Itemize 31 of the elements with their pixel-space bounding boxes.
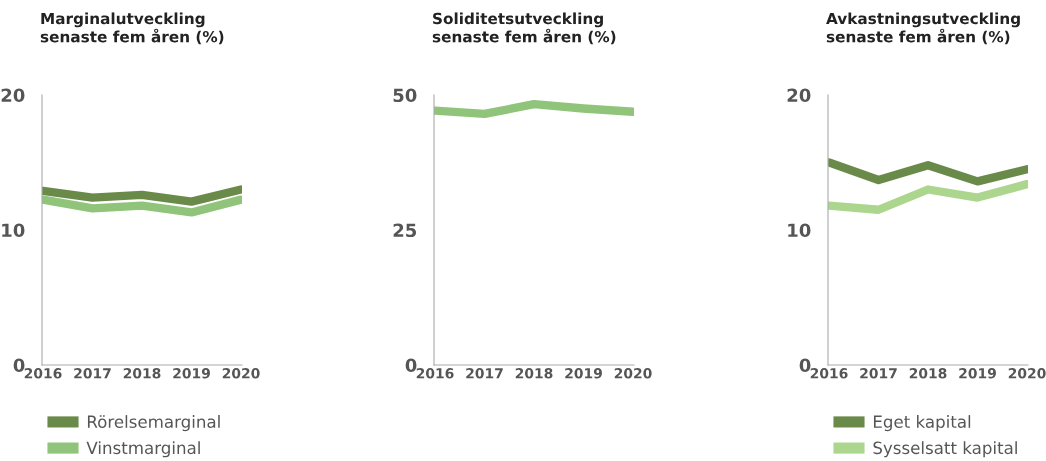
y-tick-label: 0 bbox=[799, 358, 811, 373]
legend-label: Eget kapital bbox=[873, 415, 971, 432]
chart-title: Marginalutveckling senaste fem åren (%) bbox=[40, 12, 224, 45]
y-tick-label: 20 bbox=[1, 88, 25, 103]
legend-label: Vinstmarginal bbox=[86, 441, 200, 458]
x-tick-label: 2018 bbox=[123, 368, 161, 379]
y-tick-label: 25 bbox=[393, 223, 417, 238]
legend-label: Sysselsatt kapital bbox=[873, 441, 1017, 458]
x-tick-label: 2016 bbox=[24, 368, 62, 379]
x-tick-label: 2016 bbox=[416, 368, 454, 379]
x-tick-label: 2017 bbox=[860, 368, 897, 379]
y-tick-label: 20 bbox=[787, 88, 811, 103]
x-tick-label: 2017 bbox=[466, 368, 503, 379]
chart-title: Soliditetsutveckling senaste fem åren (%) bbox=[432, 12, 616, 45]
x-tick-label: 2020 bbox=[1008, 368, 1046, 379]
x-tick-label: 2016 bbox=[810, 368, 848, 379]
x-tick-label: 2018 bbox=[909, 368, 947, 379]
legend-label: Rörelsemarginal bbox=[87, 415, 220, 432]
x-tick-label: 2019 bbox=[565, 368, 602, 379]
chart-title: Avkastningsutveckling senaste fem åren (%) bbox=[826, 12, 1020, 45]
x-tick-label: 2019 bbox=[959, 368, 996, 379]
x-tick-label: 2019 bbox=[173, 368, 210, 379]
y-tick-label: 10 bbox=[2, 223, 25, 238]
x-tick-label: 2018 bbox=[515, 368, 553, 379]
y-tick-label: 10 bbox=[788, 223, 811, 238]
y-tick-label: 50 bbox=[393, 88, 417, 103]
y-tick-label: 0 bbox=[13, 358, 25, 373]
x-tick-label: 2020 bbox=[614, 368, 652, 379]
x-tick-label: 2020 bbox=[222, 368, 260, 379]
x-tick-label: 2017 bbox=[74, 368, 111, 379]
y-tick-label: 0 bbox=[405, 358, 417, 373]
